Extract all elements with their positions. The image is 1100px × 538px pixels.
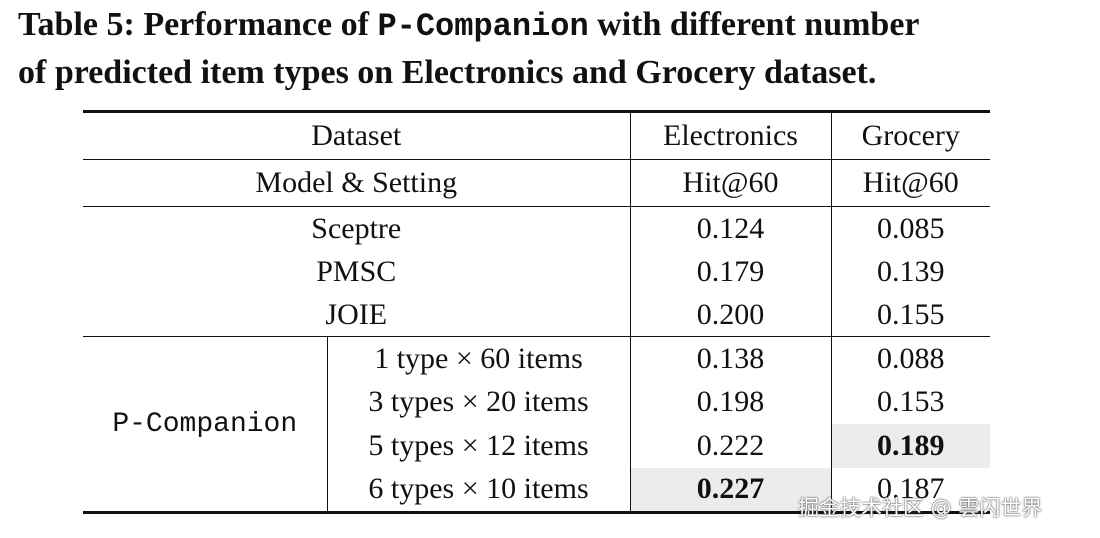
setting-cell: 5 types × 12 items xyxy=(326,424,630,468)
subheader-cell: Hit@60 xyxy=(830,159,990,207)
subheader-cell: Hit@60 xyxy=(629,159,831,207)
value-cell: 0.153 xyxy=(830,380,990,424)
header-cell: Electronics xyxy=(629,110,831,160)
header-cell: Grocery xyxy=(830,110,990,160)
value-cell: 0.139 xyxy=(830,250,990,293)
value-cell: 0.088 xyxy=(830,336,990,381)
value-cell: 0.222 xyxy=(629,424,831,468)
caption-text: Table 5: Performance of xyxy=(18,6,378,43)
caption-text: of predicted item types on Electronics a… xyxy=(18,54,877,91)
baseline-row: PMSC 0.179 0.139 xyxy=(83,250,990,293)
value-cell: 0.200 xyxy=(629,293,831,337)
header-cell: Dataset xyxy=(83,110,630,160)
value-cell: 0.187 xyxy=(830,467,990,514)
setting-cell: 1 type × 60 items xyxy=(326,336,630,381)
subheader-row: Model & Setting Hit@60 Hit@60 xyxy=(83,159,990,207)
value-cell: 0.155 xyxy=(830,293,990,337)
model-cell: JOIE xyxy=(83,293,630,337)
value-cell: 0.179 xyxy=(629,250,831,293)
watermark: 掘金技术社区 @ 雲闪世界 xyxy=(798,496,1043,520)
baseline-row: Sceptre 0.124 0.085 xyxy=(83,206,990,250)
header-row: Dataset Electronics Grocery xyxy=(83,110,990,160)
group-row: P-Companion 1 type × 60 items 0.138 0.088 xyxy=(83,336,990,514)
caption-text: with different number xyxy=(588,6,920,43)
group-label: P-Companion xyxy=(83,336,327,514)
value-cell: 0.124 xyxy=(629,206,831,250)
value-cell: 0.198 xyxy=(629,380,831,424)
value-cell: 0.138 xyxy=(629,336,831,381)
group-row: 6 types × 10 items 0.227 0.187 xyxy=(83,467,990,514)
model-cell: Sceptre xyxy=(311,211,402,245)
setting-cell: 3 types × 20 items xyxy=(326,380,630,424)
subheader-cell: Model & Setting xyxy=(83,159,630,207)
model-cell: PMSC xyxy=(316,254,397,288)
setting-cell: 6 types × 10 items xyxy=(326,467,630,514)
group-row: 3 types × 20 items 0.198 0.153 xyxy=(83,380,990,424)
caption: Table 5: Performance of P-Companion with… xyxy=(18,2,1098,96)
value-cell: 0.085 xyxy=(830,206,990,250)
caption-code: P-Companion xyxy=(377,8,589,45)
group-row: 5 types × 12 items 0.222 0.189 xyxy=(83,424,990,468)
best-value-cell: 0.227 xyxy=(629,467,831,514)
results-table: Dataset Electronics Grocery Model & Sett… xyxy=(83,110,990,514)
best-value-cell: 0.189 xyxy=(830,424,990,468)
baseline-row: JOIE 0.200 0.155 xyxy=(83,293,990,337)
